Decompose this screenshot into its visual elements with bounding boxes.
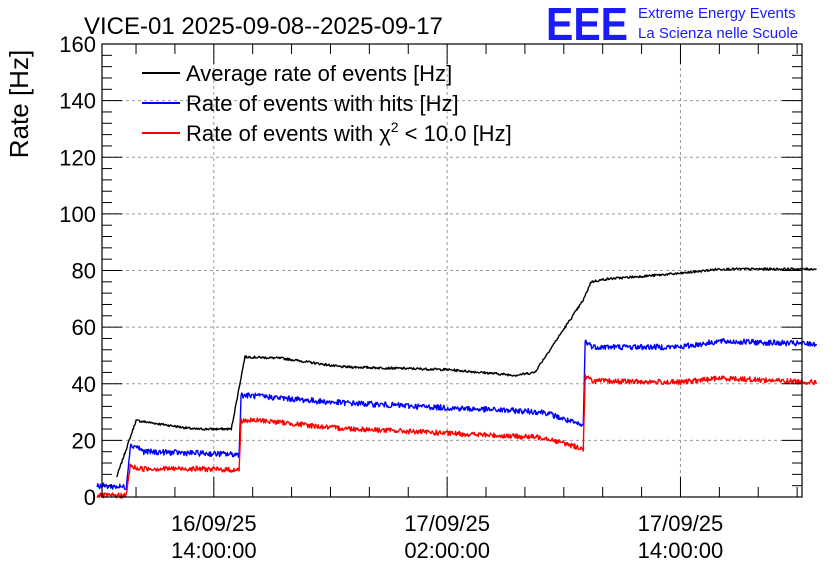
y-axis-label: Rate [Hz] bbox=[4, 50, 34, 158]
y-tick-label: 60 bbox=[72, 315, 96, 340]
y-tick-label: 160 bbox=[59, 32, 96, 57]
y-tick-label: 100 bbox=[59, 202, 96, 227]
y-tick-label: 120 bbox=[59, 145, 96, 170]
x-tick-time-label: 14:00:00 bbox=[171, 538, 257, 563]
x-tick-date-label: 16/09/25 bbox=[171, 511, 257, 536]
logo-line-1: Extreme Energy Events bbox=[638, 5, 796, 22]
y-tick-label: 40 bbox=[72, 372, 96, 397]
chart-title: VICE-01 2025-09-08--2025-09-17 bbox=[84, 13, 443, 40]
x-tick-date-label: 17/09/25 bbox=[638, 511, 724, 536]
legend: Average rate of events [Hz] Rate of even… bbox=[142, 61, 512, 146]
legend-label-average: Average rate of events [Hz] bbox=[186, 61, 452, 86]
y-tick-label: 140 bbox=[59, 89, 96, 114]
axes: 02040608010012014016016/09/2514:00:0017/… bbox=[59, 32, 802, 563]
series-line-average bbox=[115, 267, 817, 478]
x-tick-time-label: 02:00:00 bbox=[404, 538, 490, 563]
x-tick-date-label: 17/09/25 bbox=[404, 511, 490, 536]
series-lines bbox=[96, 267, 818, 499]
legend-label-hits: Rate of events with hits [Hz] bbox=[186, 91, 459, 116]
series-line-hits bbox=[96, 337, 818, 491]
series-line-chi2 bbox=[96, 373, 818, 499]
grid bbox=[102, 44, 802, 497]
legend-label-chi2: Rate of events with χ2 < 10.0 [Hz] bbox=[186, 119, 512, 146]
logo-line-2: La Scienza nelle Scuole bbox=[638, 25, 798, 42]
eee-logo: EEE bbox=[546, 0, 628, 50]
x-tick-time-label: 14:00:00 bbox=[638, 538, 724, 563]
y-tick-label: 0 bbox=[84, 485, 96, 510]
y-tick-label: 20 bbox=[72, 428, 96, 453]
y-tick-label: 80 bbox=[72, 259, 96, 284]
